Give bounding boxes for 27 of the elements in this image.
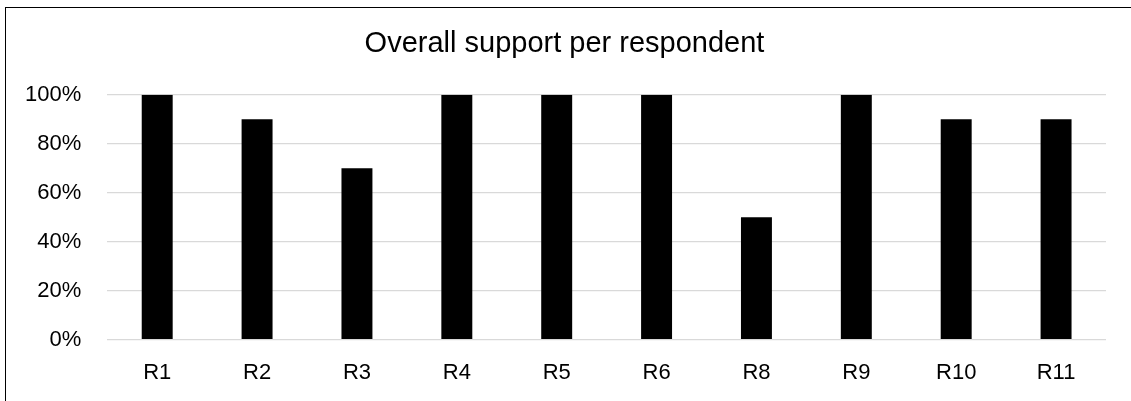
bar <box>441 94 473 339</box>
y-tick-label: 60% <box>37 178 82 204</box>
y-tick-label: 80% <box>37 129 82 155</box>
x-tick-label: R10 <box>936 358 977 384</box>
bar <box>940 119 972 339</box>
y-tick-label: 0% <box>49 325 82 351</box>
bar <box>141 94 173 339</box>
x-tick-label: R6 <box>642 358 671 384</box>
y-tick-label: 20% <box>37 276 82 302</box>
x-tick-label: R9 <box>842 358 871 384</box>
bar <box>740 217 772 339</box>
x-tick-label: R3 <box>342 358 372 384</box>
bar <box>641 94 673 339</box>
x-tick-label: R2 <box>243 358 272 384</box>
chart-title: Overall support per respondent <box>364 26 765 59</box>
x-tick-label: R8 <box>742 358 771 384</box>
y-tick-label: 100% <box>24 80 82 106</box>
bar <box>341 168 373 339</box>
bar <box>1040 119 1072 339</box>
x-tick-label: R11 <box>1036 358 1076 384</box>
bar <box>840 94 872 339</box>
y-tick-label: 40% <box>37 227 82 253</box>
bar <box>241 119 273 339</box>
x-tick-label: R4 <box>442 358 471 384</box>
bar <box>541 94 573 339</box>
x-tick-label: R5 <box>542 358 571 384</box>
x-tick-label: R1 <box>143 358 172 384</box>
